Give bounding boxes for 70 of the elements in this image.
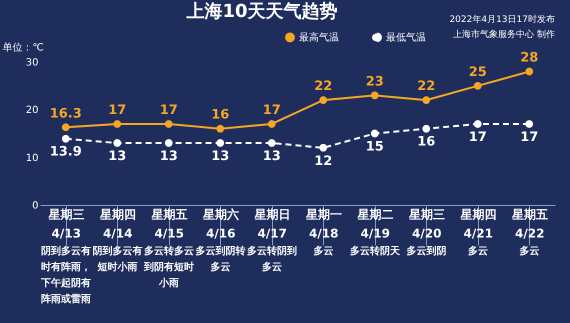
legend-label: 最高气温 — [299, 31, 339, 44]
data-label: 16.3 — [50, 106, 82, 122]
data-label: 17 — [108, 102, 126, 118]
y-tick-label: 10 — [26, 152, 38, 164]
point — [422, 124, 430, 133]
x-tick-label: 星期五 4/22 — [510, 208, 548, 240]
point — [62, 134, 70, 143]
x-tick-label: 星期一 4/18 — [304, 208, 342, 240]
point — [62, 123, 70, 132]
data-label: 17 — [520, 130, 538, 145]
legend-label: 最低气温 — [386, 31, 426, 44]
x-tick-label: 星期二 4/19 — [356, 208, 394, 240]
point — [370, 130, 379, 138]
text: 2022年4月13日17时发布 — [449, 14, 555, 25]
y-axis-title: 单位：℃ — [2, 42, 44, 54]
data-label: 13 — [160, 149, 178, 164]
y-tick-label: 0 — [32, 200, 38, 212]
text: 多云 — [519, 245, 540, 257]
data-label: 28 — [520, 50, 538, 66]
point — [474, 120, 482, 128]
point — [370, 92, 379, 100]
data-label: 17 — [468, 130, 487, 145]
data-label: 16 — [417, 134, 436, 150]
x-tick-label: 星期四 4/14 — [98, 208, 136, 240]
text: 多云转阴天 — [350, 245, 401, 257]
text: 上海市气象服务中心 制作 — [453, 29, 555, 40]
point — [525, 68, 534, 76]
point — [216, 139, 224, 147]
y-tick-label: 30 — [26, 58, 38, 68]
point — [525, 120, 534, 128]
x-tick-label: 星期六 4/16 — [202, 208, 239, 240]
data-label: 17 — [262, 102, 281, 118]
point — [164, 120, 173, 128]
data-label: 13 — [262, 149, 281, 164]
point — [113, 139, 122, 147]
data-label: 16 — [211, 108, 230, 123]
point — [319, 144, 328, 152]
chart-title: 上海10天天气趋势 — [185, 1, 338, 22]
data-label: 15 — [366, 140, 384, 154]
text: 多云到阴 — [406, 245, 446, 257]
data-label: 13 — [108, 149, 126, 164]
point — [216, 124, 224, 133]
data-label: 17 — [160, 102, 178, 118]
y-tick-label: 20 — [26, 105, 38, 116]
point — [164, 139, 173, 147]
x-tick-label: 星期三 4/13 — [47, 208, 84, 240]
x-tick-label: 星期三 4/20 — [408, 208, 445, 240]
point — [268, 139, 276, 147]
x-tick-label: 星期五 4/15 — [150, 208, 188, 240]
text: 多云 — [468, 245, 488, 257]
text: 多云转多云到阴有短时小雨 — [142, 245, 194, 289]
text: 多云到阴转多云 — [195, 245, 246, 273]
text: 多云转阴到多云 — [246, 245, 297, 273]
text: 多云 — [313, 245, 334, 257]
point — [268, 120, 276, 128]
data-label: 12 — [314, 154, 332, 169]
text: 阴到多云有时有阵雨，下午起阴有阵雨或雷雨 — [40, 245, 91, 305]
data-label: 23 — [366, 74, 384, 90]
x-tick-label: 星期四 4/21 — [459, 208, 496, 240]
data-label: 13 — [211, 149, 230, 164]
point — [113, 120, 122, 128]
data-label: 25 — [468, 64, 487, 80]
text: 阴到多云有短时小雨 — [92, 245, 142, 273]
point — [319, 96, 328, 104]
point — [474, 82, 482, 90]
point — [422, 96, 430, 104]
data-label: 22 — [314, 79, 332, 94]
data-label: 13.9 — [50, 144, 82, 160]
x-tick-label: 星期日 4/17 — [253, 208, 290, 240]
data-label: 22 — [417, 79, 436, 94]
